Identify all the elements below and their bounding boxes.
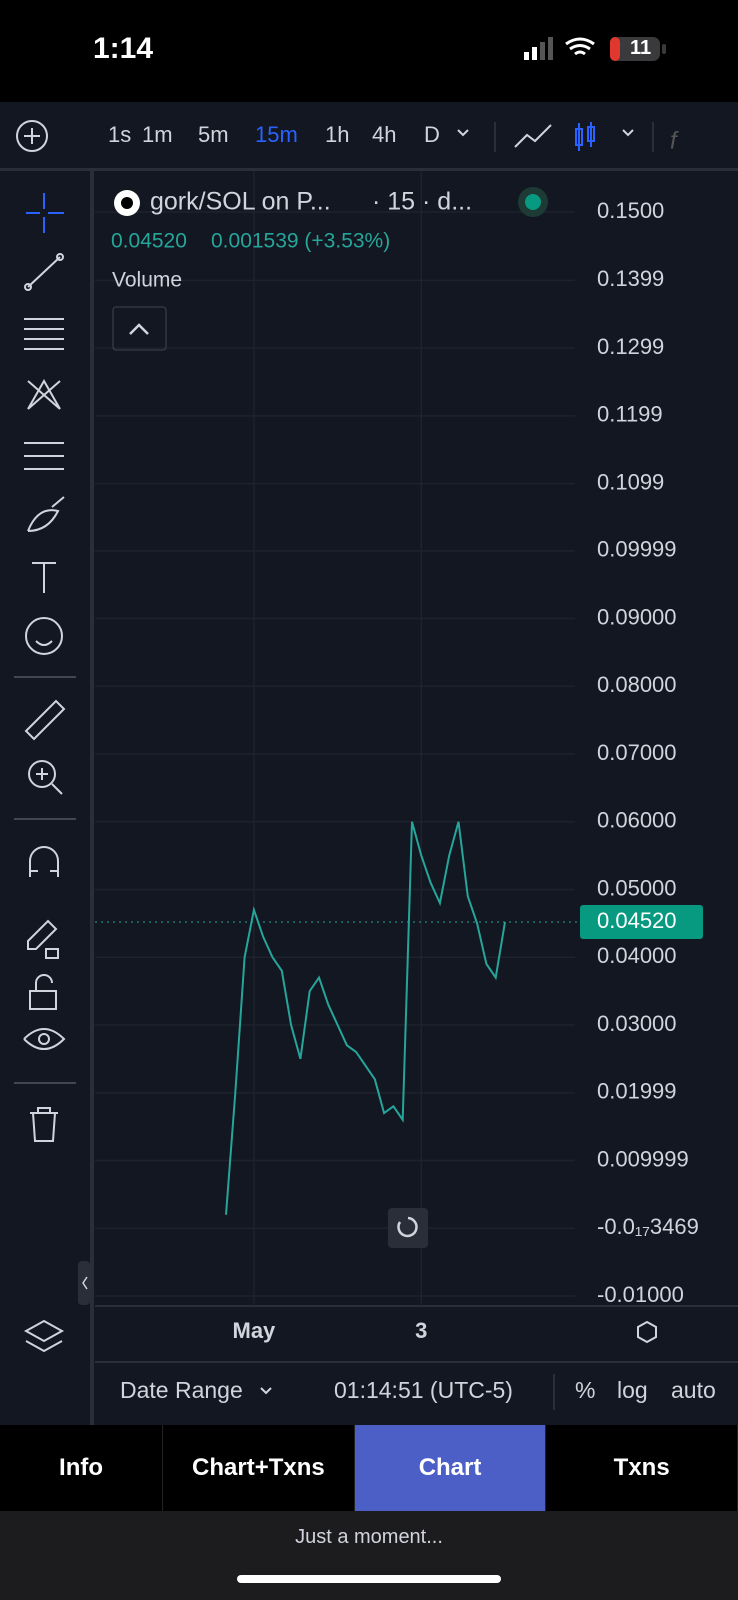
y-tick-label: -0.01000: [597, 1282, 684, 1307]
tab[interactable]: Chart: [354, 1425, 547, 1511]
timeframe[interactable]: D: [424, 122, 440, 147]
status-dot: [525, 194, 541, 210]
y-tick-label: 0.06000: [597, 808, 677, 833]
svg-text:f: f: [670, 127, 679, 152]
toolbar: f 1s 1m 5m 15m 1h 4h D: [0, 102, 738, 171]
x-tick-label: 3: [415, 1318, 427, 1343]
footer: Just a moment...: [0, 1511, 738, 1600]
tab-bar: Info Chart+Txns Chart Txns: [0, 1425, 738, 1511]
auto-toggle[interactable]: auto: [671, 1377, 716, 1403]
y-tick-label: 0.01999: [597, 1079, 677, 1104]
date-range[interactable]: Date Range: [120, 1377, 243, 1403]
timeframe[interactable]: 1h: [325, 122, 350, 147]
y-tick-label: 0.1099: [597, 469, 664, 494]
settings-icon[interactable]: [637, 1320, 657, 1344]
y-tick-label: 0.09000: [597, 604, 677, 629]
reset-icon: [397, 1216, 418, 1238]
y-tick-label: 0.05000: [597, 875, 677, 900]
tab[interactable]: Chart+Txns: [163, 1425, 355, 1511]
chart-type-icons[interactable]: f: [455, 122, 685, 152]
reset-button[interactable]: [388, 1208, 428, 1248]
home-indicator: [237, 1575, 501, 1583]
legend-price: 0.04520: [111, 230, 187, 253]
collapse-icon: [129, 323, 149, 335]
timeframe[interactable]: 15m: [255, 122, 298, 147]
y-tick-label: 0.1299: [597, 334, 664, 359]
interval: · 15 · d...: [372, 188, 472, 216]
y-tick-label: 0.07000: [597, 740, 677, 765]
y-tick-label: 0.1399: [597, 266, 664, 291]
status-bar: 1:14 11: [0, 0, 738, 102]
y-tick-label: 0.1199: [597, 402, 663, 427]
date-range-caret: [260, 1387, 272, 1395]
collapse-button[interactable]: [112, 306, 167, 351]
log-toggle[interactable]: log: [617, 1377, 648, 1403]
last-price-box: [580, 905, 703, 940]
price-line: [225, 821, 506, 1215]
y-tick-label: 0.08000: [597, 672, 677, 697]
timeframe[interactable]: 1s: [108, 122, 132, 147]
y-tick-label: 0.1500: [597, 198, 664, 223]
drawing-tools[interactable]: [0, 171, 90, 1425]
x-tick-label: May: [233, 1318, 277, 1343]
volume-label: Volume: [112, 269, 182, 292]
y-tick-label: 0.04000: [597, 943, 677, 968]
clock: 01:14:51 (UTC-5): [334, 1377, 513, 1403]
y-tick-label: 0.009999: [597, 1146, 689, 1171]
tab[interactable]: Info: [0, 1425, 164, 1511]
timeframe[interactable]: 5m: [198, 122, 229, 147]
y-tick-label: -0.0₁₇3469: [597, 1214, 699, 1239]
timeframe[interactable]: 4h: [372, 122, 397, 147]
last-price-label: 0.04520: [597, 908, 677, 933]
status-icons: [524, 37, 666, 61]
percent-toggle[interactable]: %: [575, 1377, 595, 1403]
token-icon-inner: [121, 197, 133, 209]
drawing-toolbar: [0, 171, 94, 1425]
battery-level: 11: [630, 37, 652, 59]
legend-change: 0.001539 (+3.53%): [211, 230, 390, 253]
clock-time: 1:14: [93, 32, 154, 65]
y-tick-label: 0.03000: [597, 1011, 677, 1036]
y-tick-label: 0.09999: [597, 537, 677, 562]
chart: 0.1500 0.1399 0.1299 0.1199 0.1099 0.09999 0.0…: [95, 171, 738, 1410]
loading-message: Just a moment...: [295, 1526, 443, 1548]
timeframe[interactable]: 1m: [142, 122, 173, 147]
add-button[interactable]: [14, 118, 50, 154]
tab[interactable]: Txns: [546, 1425, 738, 1511]
symbol[interactable]: gork/SOL on P...: [150, 188, 331, 216]
